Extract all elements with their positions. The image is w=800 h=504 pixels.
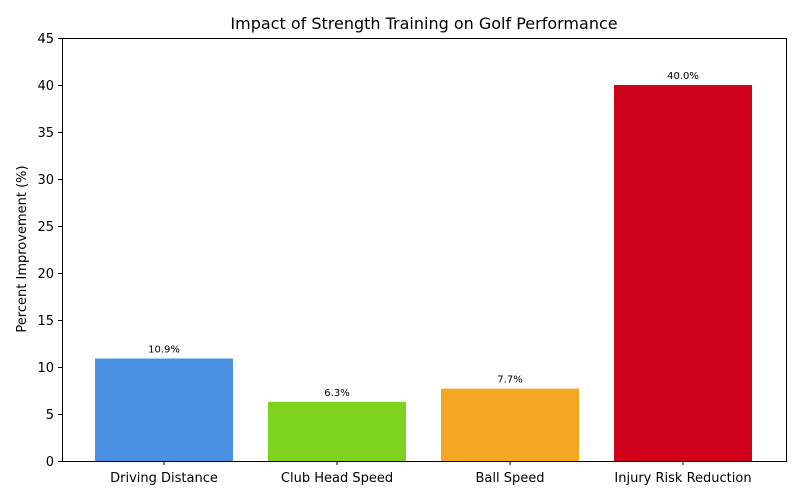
- bar-data-label: 10.9%: [148, 345, 180, 356]
- y-tick-label: 15: [37, 314, 54, 329]
- y-tick-label: 35: [37, 126, 54, 141]
- y-tick-label: 20: [37, 267, 54, 282]
- x-axis-ticks: Driving Distance Club Head Speed Ball Spee…: [110, 461, 752, 486]
- bar-club-head-speed: [268, 401, 406, 461]
- bar-data-label: 7.7%: [497, 375, 522, 386]
- y-tick-label: 0: [46, 455, 54, 470]
- plot-area-frame: [62, 38, 787, 462]
- y-axis-label: Percent Improvement (%): [15, 165, 30, 332]
- data-labels-group: 10.9% 6.3% 7.7% 40.0%: [148, 71, 699, 399]
- x-tick-label: Driving Distance: [110, 471, 218, 486]
- x-tick-label: Injury Risk Reduction: [614, 471, 751, 486]
- y-axis-ticks: 0 5 10 15 20 25 30 35 40 45: [37, 32, 62, 470]
- x-tick-label: Ball Speed: [476, 471, 545, 486]
- bars-group: [95, 85, 752, 461]
- y-tick-label: 45: [37, 32, 54, 47]
- bar-data-label: 40.0%: [667, 71, 699, 82]
- bar-data-label: 6.3%: [324, 388, 349, 399]
- bar-ball-speed: [441, 388, 579, 461]
- y-tick-label: 40: [37, 79, 54, 94]
- x-tick-label: Club Head Speed: [281, 471, 393, 486]
- y-tick-label: 30: [37, 173, 54, 188]
- bar-injury-risk-reduction: [614, 85, 752, 461]
- chart-title: Impact of Strength Training on Golf Perf…: [230, 14, 617, 33]
- y-tick-label: 5: [46, 408, 54, 423]
- bar-driving-distance: [95, 358, 233, 461]
- y-tick-label: 25: [37, 220, 54, 235]
- y-tick-label: 10: [37, 361, 54, 376]
